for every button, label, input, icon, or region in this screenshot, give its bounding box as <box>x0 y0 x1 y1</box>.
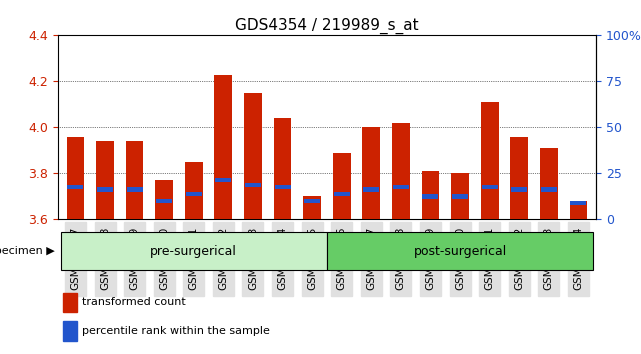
Bar <box>304 199 320 203</box>
Text: pre-surgerical: pre-surgerical <box>151 245 237 258</box>
Bar <box>363 188 379 192</box>
Bar <box>570 201 587 205</box>
Bar <box>63 293 76 312</box>
Title: GDS4354 / 219989_s_at: GDS4354 / 219989_s_at <box>235 18 419 34</box>
Bar <box>422 171 439 219</box>
Bar <box>540 148 558 219</box>
Bar <box>541 188 557 192</box>
Bar <box>303 196 321 219</box>
Bar <box>274 118 292 219</box>
Bar <box>155 180 173 219</box>
Bar <box>452 194 468 199</box>
Bar <box>422 194 438 199</box>
Bar <box>362 127 380 219</box>
Text: percentile rank within the sample: percentile rank within the sample <box>82 326 270 336</box>
Bar <box>156 199 172 203</box>
Text: post-surgerical: post-surgerical <box>413 245 506 258</box>
Bar <box>215 178 231 182</box>
Bar <box>512 188 527 192</box>
Bar <box>126 141 144 219</box>
Bar <box>67 185 83 189</box>
Bar <box>215 74 232 219</box>
Bar <box>245 183 261 187</box>
Bar <box>481 102 499 219</box>
Bar <box>186 192 202 196</box>
Bar <box>451 173 469 219</box>
Bar <box>481 185 497 189</box>
Bar <box>127 188 142 192</box>
Bar <box>334 192 350 196</box>
Bar <box>244 93 262 219</box>
Text: transformed count: transformed count <box>82 297 186 307</box>
Bar <box>67 137 85 219</box>
Bar <box>392 123 410 219</box>
Bar <box>510 137 528 219</box>
Bar <box>333 153 351 219</box>
Bar <box>63 321 76 341</box>
FancyBboxPatch shape <box>327 232 593 270</box>
Bar <box>274 185 290 189</box>
Bar <box>569 201 587 219</box>
Bar <box>185 162 203 219</box>
FancyBboxPatch shape <box>61 232 327 270</box>
Text: specimen ▶: specimen ▶ <box>0 246 54 256</box>
Bar <box>393 185 409 189</box>
Bar <box>97 188 113 192</box>
Bar <box>96 141 114 219</box>
